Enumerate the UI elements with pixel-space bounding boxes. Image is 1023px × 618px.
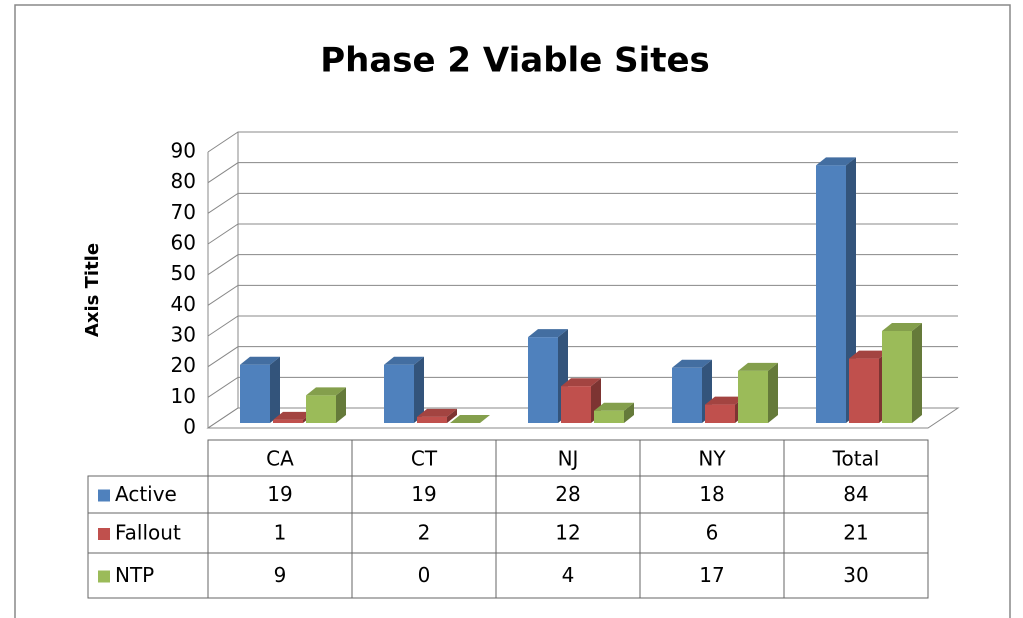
grid-line <box>207 223 958 245</box>
table-value: 18 <box>699 482 724 506</box>
grid-line <box>207 376 958 398</box>
y-tick-label: 30 <box>171 323 196 347</box>
chart-title: Phase 2 Viable Sites <box>320 41 710 81</box>
grid-line <box>207 284 958 306</box>
bar-side <box>768 362 778 423</box>
x-tick-label: NY <box>698 447 726 471</box>
y-tick-label: 20 <box>171 353 196 377</box>
bar-side <box>447 408 457 423</box>
table-value: 19 <box>267 482 292 506</box>
legend-label: Fallout <box>115 521 181 545</box>
table-value: 21 <box>843 521 868 545</box>
y-tick-label: 10 <box>171 384 196 408</box>
bar-side <box>624 402 634 423</box>
table-value: 6 <box>706 521 719 545</box>
table-value: 1 <box>274 521 287 545</box>
y-tick-label: 0 <box>183 415 196 439</box>
bar-top <box>672 359 712 368</box>
table-value: 19 <box>411 482 436 506</box>
table-value: 0 <box>418 563 431 587</box>
bar-top <box>705 396 745 405</box>
bar <box>528 337 558 423</box>
y-tick-label: 80 <box>171 169 196 193</box>
y-axis-title: Axis Title <box>82 243 103 337</box>
bar <box>273 419 303 423</box>
y-tick-label: 90 <box>171 139 196 163</box>
table-value: 84 <box>843 482 868 506</box>
bar <box>306 395 336 423</box>
bar <box>561 386 591 423</box>
bar-top <box>273 411 313 420</box>
legend-label: Active <box>115 482 177 506</box>
x-tick-label: CT <box>411 447 438 471</box>
bar <box>882 331 912 423</box>
bar <box>594 410 624 423</box>
bar-top <box>450 415 490 423</box>
bar-side <box>912 323 922 423</box>
table-value: 28 <box>555 482 580 506</box>
bar-top <box>240 356 280 365</box>
bar-top <box>417 408 457 417</box>
table-value: 2 <box>418 521 431 545</box>
bar-side <box>414 356 424 423</box>
bar-side <box>270 356 280 423</box>
legend-swatch <box>98 489 110 502</box>
y-tick-label: 60 <box>171 231 196 255</box>
bar <box>240 364 270 423</box>
bar-top <box>594 402 634 411</box>
legend-swatch <box>98 570 110 583</box>
bar <box>705 404 735 423</box>
grid-line <box>207 192 958 214</box>
bar-top <box>528 329 568 338</box>
grid-line <box>207 131 958 153</box>
x-tick-label: CA <box>266 447 294 471</box>
bar-top <box>306 387 346 396</box>
y-tick-label: 50 <box>171 261 196 285</box>
legend-label: NTP <box>115 563 154 587</box>
bar-top <box>816 157 856 166</box>
x-tick-label: NJ <box>558 447 579 471</box>
legend-swatch <box>98 528 110 540</box>
bar-top <box>882 323 922 331</box>
bar-top <box>384 356 424 365</box>
grid-line <box>207 162 958 184</box>
bar <box>816 165 846 423</box>
table-value: 17 <box>699 563 724 587</box>
bar-top <box>738 362 778 371</box>
grid-line <box>207 346 958 368</box>
bar <box>417 416 447 423</box>
x-tick-label: Total <box>832 447 880 471</box>
table-value: 9 <box>274 563 287 587</box>
y-tick-label: 40 <box>171 292 196 316</box>
table-value: 12 <box>555 521 580 545</box>
grid-line <box>207 315 958 337</box>
bar-side <box>336 387 346 423</box>
bar <box>672 367 702 423</box>
bar <box>384 364 414 423</box>
bar-top <box>561 378 601 387</box>
bar <box>849 358 879 423</box>
bar <box>738 370 768 423</box>
table-value: 4 <box>562 563 575 587</box>
bar-top <box>849 350 889 359</box>
grid-line <box>207 254 958 276</box>
y-tick-label: 70 <box>171 200 196 224</box>
table-value: 30 <box>843 563 868 587</box>
